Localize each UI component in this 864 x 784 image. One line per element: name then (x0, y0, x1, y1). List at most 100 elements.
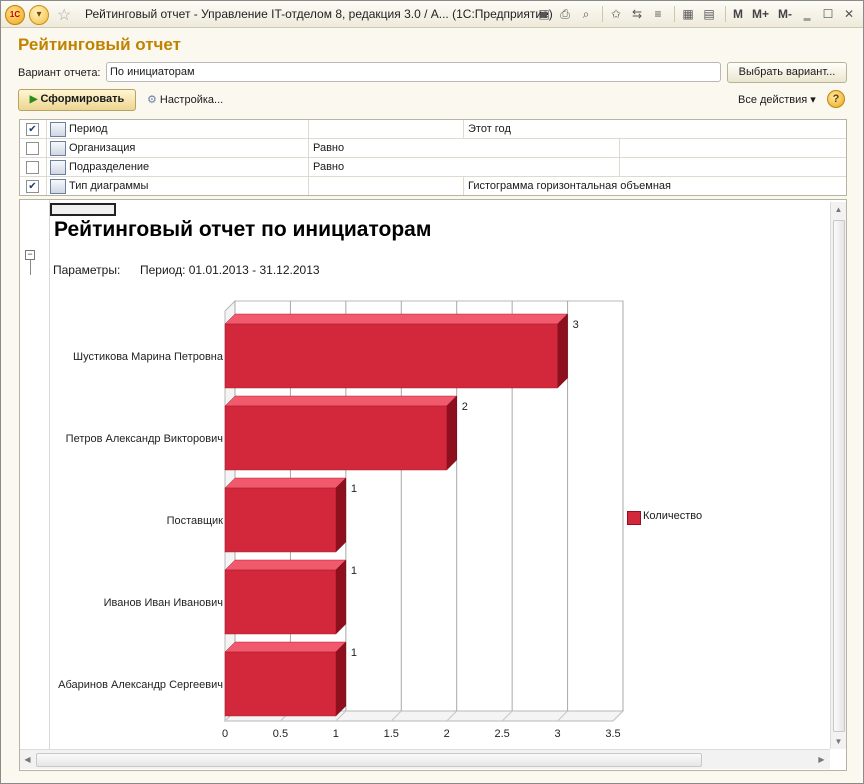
setting-name: Подразделение (69, 161, 150, 173)
variant-field[interactable]: По инициаторам (106, 62, 721, 82)
select-variant-button[interactable]: Выбрать вариант... (727, 62, 847, 83)
x-tick-label: 1 (333, 728, 339, 740)
category-label: Иванов Иван Иванович (104, 597, 223, 609)
checkbox-cell[interactable]: ✔ (20, 177, 47, 195)
setting-condition-cell[interactable]: Равно (309, 139, 620, 157)
help-icon[interactable]: ? (827, 90, 845, 108)
settings-row[interactable]: Подразделение Равно (20, 158, 846, 177)
calendar-icon[interactable]: ▤ (703, 7, 715, 21)
window-title: Рейтинговый отчет - Управление IT-отдело… (85, 7, 553, 21)
bar-side (557, 313, 568, 389)
bar-top (224, 477, 347, 489)
settings-icon: ⚙ (147, 94, 157, 106)
settings-button[interactable]: ⚙ Настройка... (147, 93, 223, 106)
grid-floor-line (501, 710, 513, 722)
bar-top (224, 395, 458, 407)
active-cell-marker[interactable] (50, 203, 116, 216)
memory-button[interactable]: M (733, 7, 743, 21)
x-tick-label: 3 (555, 728, 561, 740)
generate-button[interactable]: ▶ Сформировать (18, 89, 136, 111)
setting-condition-cell (309, 177, 464, 195)
setting-condition-cell[interactable]: Равно (309, 158, 620, 176)
chart-settings-icon (50, 179, 66, 194)
bar-side (446, 395, 457, 471)
settings-row[interactable]: Организация Равно (20, 139, 846, 158)
settings-row[interactable]: ✔ Тип диаграммы Гистограмма горизонтальн… (20, 177, 846, 195)
scroll-right-icon[interactable]: ▶ (818, 755, 825, 764)
horizontal-scrollbar[interactable]: ◀ ▶ (20, 749, 830, 769)
grid-floor-line (390, 710, 402, 722)
checkbox-cell[interactable] (20, 158, 47, 176)
data-label: 1 (351, 483, 357, 495)
row-checkbox[interactable] (26, 142, 39, 155)
all-actions-label: Все действия (738, 94, 808, 106)
x-tick-label: 2.5 (494, 728, 509, 740)
toolbar-divider (725, 6, 726, 22)
x-tick-label: 2 (444, 728, 450, 740)
close-icon[interactable]: ✕ (843, 7, 855, 21)
row-checkbox[interactable]: ✔ (26, 123, 39, 136)
bar (224, 405, 447, 471)
add-favorite-icon[interactable]: ✩ (610, 7, 622, 21)
category-label: Петров Александр Викторович (66, 433, 223, 445)
horizontal-scroll-thumb[interactable] (36, 753, 702, 767)
history-icon[interactable]: ≡ (654, 7, 662, 21)
scroll-up-icon[interactable]: ▲ (834, 205, 843, 214)
scroll-down-icon[interactable]: ▼ (834, 737, 843, 746)
settings-table: ✔ Период Этот год Организация Равно Подр… (19, 119, 847, 196)
checkbox-cell[interactable] (20, 139, 47, 157)
memory-plus-button[interactable]: M+ (752, 7, 770, 21)
setting-value-cell[interactable] (620, 139, 846, 157)
form-title: Рейтинговый отчет (18, 35, 181, 54)
category-label: Абаринов Александр Сергеевич (58, 679, 223, 691)
setting-name-cell: Организация (47, 139, 309, 157)
setting-name-cell: Период (47, 120, 309, 138)
setting-condition-cell (309, 120, 464, 138)
rating-chart: 0 0.5 1 1.5 2 2.5 3 3.5 3 Шустикова Марина Петров… (58, 299, 625, 740)
setting-name: Организация (69, 142, 136, 154)
vertical-scrollbar[interactable]: ▲ ▼ (830, 202, 846, 749)
grid-floor-line (612, 710, 624, 722)
vertical-scroll-thumb[interactable] (833, 220, 845, 732)
minimize-icon[interactable]: ‗ (803, 7, 811, 21)
play-icon: ▶ (29, 94, 38, 105)
row-checkbox[interactable]: ✔ (26, 180, 39, 193)
preview-icon[interactable]: ⌕ (582, 7, 590, 21)
all-actions-menu[interactable]: Все действия ▾ (738, 93, 816, 106)
link-icon[interactable]: ⇆ (631, 7, 643, 21)
report-area[interactable]: − Рейтинговый отчет по инициаторам Парам… (19, 199, 847, 771)
app-logo-icon[interactable]: 1С (5, 5, 25, 25)
main-menu-icon[interactable]: ▾ (29, 5, 49, 25)
favorites-star-icon[interactable]: ☆ (57, 7, 72, 24)
scroll-left-icon[interactable]: ◀ (24, 755, 31, 764)
toolbar-divider (674, 6, 675, 22)
data-label: 3 (573, 319, 579, 331)
report-params-label: Параметры: (53, 263, 121, 277)
generate-label: Сформировать (40, 93, 125, 105)
setting-value-cell[interactable]: Гистограмма горизонтальная объемная (468, 180, 671, 192)
x-tick-label: 0 (222, 728, 228, 740)
category-label: Поставщик (167, 515, 224, 527)
maximize-icon[interactable]: ☐ (822, 7, 834, 21)
grid-floor-line (335, 710, 347, 722)
bar (224, 487, 337, 553)
print-icon[interactable]: ⎙ (560, 7, 570, 21)
memory-minus-button[interactable]: M- (778, 7, 793, 21)
group-bracket (30, 260, 31, 275)
setting-value-cell[interactable]: Этот год (468, 123, 511, 135)
bar-top (224, 641, 347, 653)
x-tick-label: 0.5 (273, 728, 288, 740)
calculator-icon[interactable]: ▦ (682, 7, 694, 21)
settings-row[interactable]: ✔ Период Этот год (20, 120, 846, 139)
save-icon[interactable]: ▣ (538, 7, 550, 21)
category-label: Шустикова Марина Петровна (73, 351, 224, 363)
row-checkbox[interactable] (26, 161, 39, 174)
title-bar: 1С ▾ ☆ Рейтинговый отчет - Управление IT… (1, 1, 863, 28)
data-label: 1 (351, 647, 357, 659)
setting-value-cell[interactable] (620, 158, 846, 176)
checkbox-cell[interactable]: ✔ (20, 120, 47, 138)
bar-side (335, 641, 347, 717)
bar (224, 323, 558, 389)
collapse-group-icon[interactable]: − (25, 250, 35, 260)
setting-name: Тип диаграммы (69, 180, 149, 192)
